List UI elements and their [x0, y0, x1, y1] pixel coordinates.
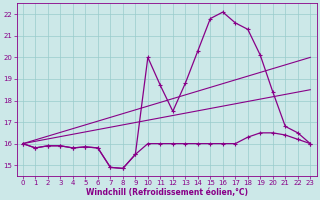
- X-axis label: Windchill (Refroidissement éolien,°C): Windchill (Refroidissement éolien,°C): [85, 188, 248, 197]
